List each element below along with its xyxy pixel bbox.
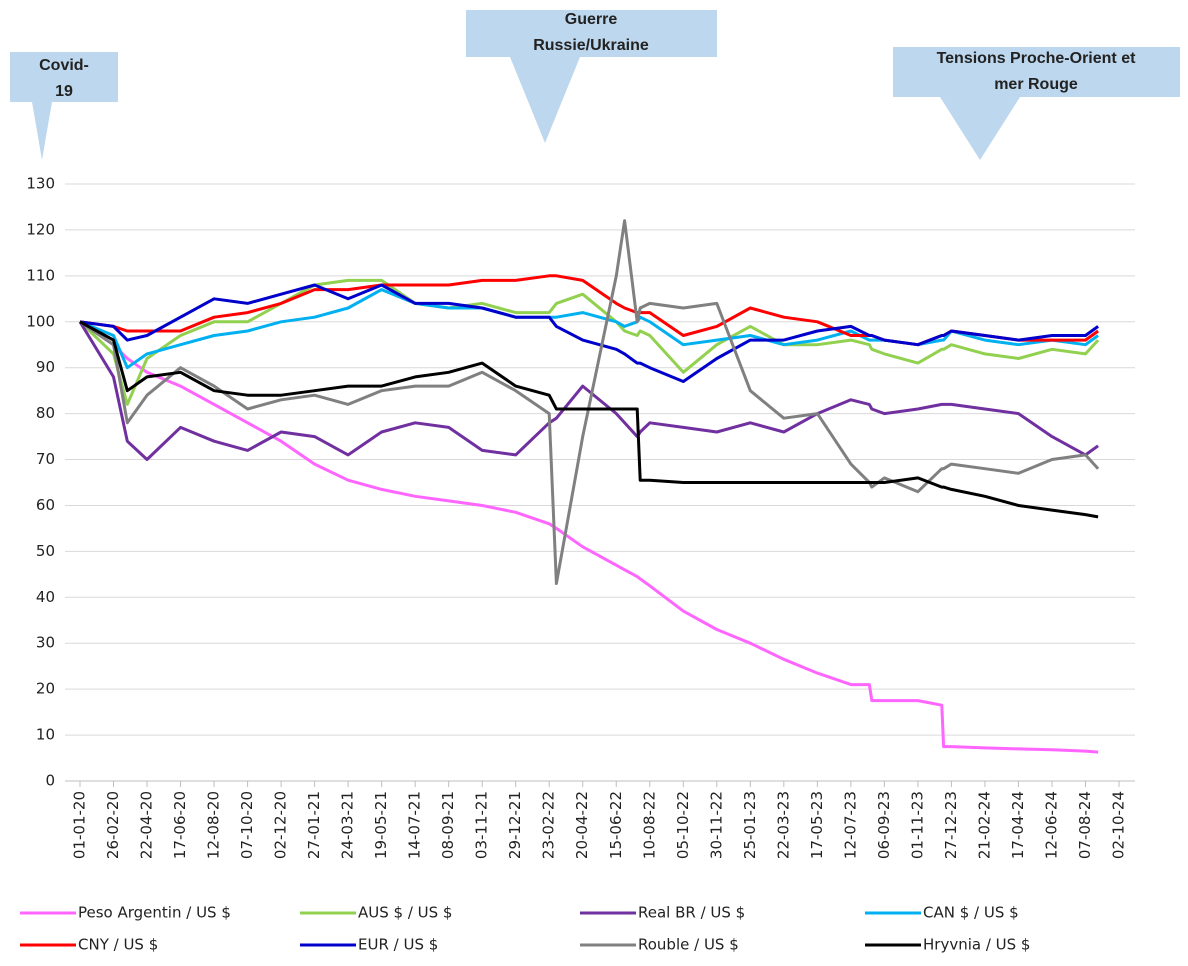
series-line [78,278,1100,406]
y-tick-label: 100 [26,312,55,330]
x-tick-label: 12-06-24 [1042,791,1060,859]
y-tick-label: 90 [36,358,55,376]
x-tick-label: 07-10-20 [238,791,256,859]
x-tick-label: 17-06-20 [171,791,189,859]
x-tick-label: 29-12-21 [506,791,524,859]
y-tick-label: 30 [36,634,55,652]
x-tick-label: 27-01-21 [305,791,323,859]
legend-label: AUS $ / US $ [358,904,452,922]
annotation: 19 [55,83,73,100]
x-tick-label: 20-04-22 [573,791,591,859]
x-tick-label: 03-11-21 [473,791,491,859]
y-tick-label: 20 [36,680,55,698]
x-tick-label: 21-02-24 [975,791,993,859]
legend-label: Rouble / US $ [638,936,739,954]
x-tick-label: 14-07-21 [406,791,424,859]
x-tick-label: 12-07-23 [841,791,859,859]
x-tick-label: 06-09-23 [875,791,893,859]
series-line [79,283,1099,383]
x-tick-label: 15-06-22 [607,791,625,859]
legend-label: Hryvnia / US $ [923,936,1030,954]
y-tick-label: 120 [26,220,55,238]
annotation: Guerre [565,11,618,28]
y-tick-label: 40 [36,588,55,606]
legend-label: Real BR / US $ [638,904,745,922]
x-tick-label: 30-11-22 [707,791,725,859]
series-line [79,320,1099,519]
y-tick-label: 0 [45,772,55,790]
y-tick-label: 110 [26,266,55,284]
x-tick-label: 22-04-20 [138,791,156,859]
x-tick-label: 22-03-23 [774,791,792,859]
x-tick-label: 17-04-24 [1009,791,1027,859]
x-tick-label: 02-10-24 [1110,791,1128,859]
callout-war [466,10,717,143]
x-tick-label: 12-08-20 [205,791,223,859]
x-tick-label: 25-01-23 [741,791,759,859]
x-tick-label: 07-08-24 [1076,791,1094,859]
y-tick-label: 130 [26,175,55,193]
x-tick-label: 27-12-23 [942,791,960,859]
callout-covid [10,52,118,160]
legend-label: CAN $ / US $ [923,904,1019,922]
y-tick-label: 70 [36,450,55,468]
callout-middle-east [893,47,1180,160]
x-tick-label: 19-05-21 [372,791,390,859]
legend-label: CNY / US $ [78,936,158,954]
annotation: Tensions Proche-Orient et [937,50,1137,67]
x-tick-label: 01-01-20 [71,791,89,859]
x-tick-label: 26-02-20 [104,791,122,859]
y-tick-label: 60 [36,496,55,514]
series-line [79,320,1099,754]
y-tick-label: 50 [36,542,55,560]
y-tick-label: 80 [36,404,55,422]
annotation: mer Rouge [994,76,1078,93]
legend-label: Peso Argentin / US $ [78,904,231,922]
series-line [79,219,1100,585]
x-tick-label: 17-05-23 [808,791,826,859]
x-tick-label: 23-02-22 [540,791,558,859]
legend-label: EUR / US $ [358,936,438,954]
x-tick-label: 01-11-23 [908,791,926,859]
y-tick-label: 10 [36,726,55,744]
x-tick-label: 08-09-21 [439,791,457,859]
x-tick-label: 10-08-22 [640,791,658,859]
annotation: Russie/Ukraine [533,37,649,54]
x-tick-label: 02-12-20 [272,791,290,859]
x-tick-label: 05-10-22 [674,791,692,859]
x-tick-label: 24-03-21 [339,791,357,859]
annotation: Covid- [39,57,89,74]
